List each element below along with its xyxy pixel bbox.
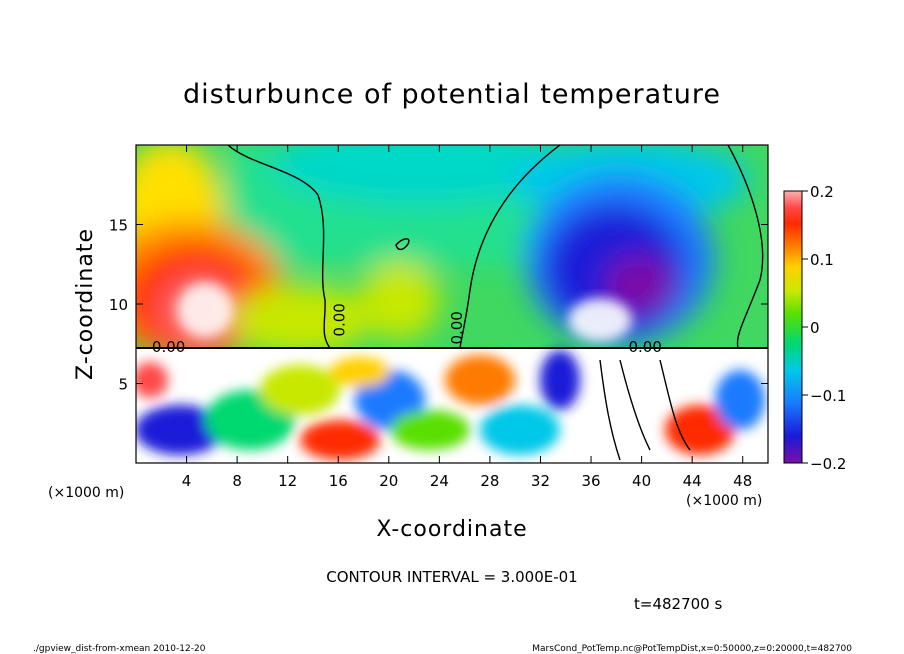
x-tick-label: 20: [379, 472, 398, 490]
x-tick-label: 24: [430, 472, 449, 490]
x-unit-label: (×1000 m): [686, 493, 762, 509]
x-tick-label: 28: [480, 472, 499, 490]
colorbar-tick-label: 0.2: [810, 183, 834, 201]
x-axis-label: X-coordinate: [376, 517, 527, 542]
contour-label: 0.00: [152, 338, 185, 356]
x-tick-label: 36: [581, 472, 600, 490]
x-tick-label: 8: [232, 472, 242, 490]
y-axis: 5 10 15: [109, 217, 768, 394]
colorbar-ticks: 0.2 0.1 0 −0.1 −0.2: [802, 183, 846, 473]
y-unit-label: (×1000 m): [48, 485, 124, 501]
y-tick-label: 5: [118, 376, 128, 394]
contour-interval: CONTOUR INTERVAL = 3.000E-01: [326, 568, 577, 586]
footer-right: MarsCond_PotTemp.nc@PotTempDist,x=0:5000…: [532, 644, 852, 654]
x-tick-label: 40: [632, 472, 651, 490]
x-tick-label: 12: [278, 472, 297, 490]
x-tick-label: 48: [733, 472, 752, 490]
colorbar-tick-label: −0.1: [810, 387, 846, 405]
x-tick-label: 16: [329, 472, 348, 490]
colorbar: [783, 190, 803, 464]
contour-label: 0.00: [331, 303, 349, 336]
y-tick-label: 10: [109, 296, 128, 314]
colorbar-tick-label: −0.2: [810, 455, 846, 473]
y-tick-label: 15: [109, 217, 128, 235]
contour-lines: [136, 145, 768, 461]
time-label: t=482700 s: [634, 595, 722, 613]
x-tick-label: 44: [683, 472, 702, 490]
chart-title: disturbunce of potential temperature: [183, 79, 721, 110]
footer-left: ./gpview_dist-from-xmean 2010-12-20: [33, 644, 206, 654]
x-tick-label: 32: [531, 472, 550, 490]
x-tick-label: 4: [182, 472, 192, 490]
x-axis: 4 8 12 16 20 24 28 32 36 40 44 48: [182, 145, 752, 490]
colorbar-tick-label: 0: [810, 319, 820, 337]
colorbar-tick-label: 0.1: [810, 251, 834, 269]
contour-label: 0.00: [628, 338, 661, 356]
contour-label: 0.00: [448, 311, 466, 344]
contour-label-group: 0.00 0.00 0.00 0.00: [152, 303, 662, 356]
y-axis-label: Z-coordinate: [73, 228, 98, 380]
field-image: [136, 145, 768, 463]
